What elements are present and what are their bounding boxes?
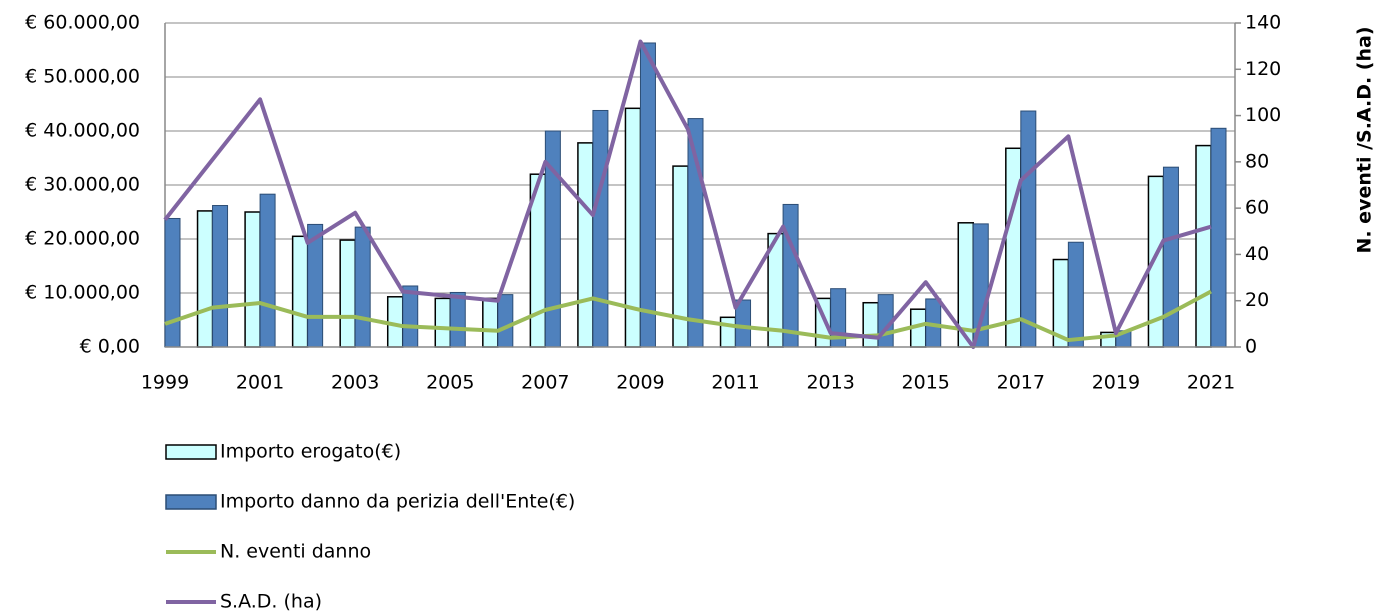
bar — [164, 217, 181, 348]
bar — [1162, 166, 1179, 348]
bar — [212, 205, 229, 348]
x-tick-label: 2021 — [1187, 372, 1235, 394]
y2-tick-label: 0 — [1245, 336, 1257, 358]
y2-tick-label: 100 — [1245, 104, 1281, 126]
legend-label: N. eventi danno — [220, 541, 371, 563]
bar — [449, 291, 466, 348]
y2-axis-title: N. eventi /S.A.D. (ha) — [1354, 26, 1376, 253]
legend-marker — [165, 494, 217, 510]
bar — [339, 239, 356, 348]
x-tick-label: 2017 — [997, 372, 1045, 394]
bar — [1195, 144, 1212, 348]
y-tick-label: € 60.000,00 — [25, 12, 140, 34]
y-tick-label: € 20.000,00 — [25, 228, 140, 250]
y2-tick-label: 140 — [1245, 12, 1281, 34]
x-tick-label: 2003 — [331, 372, 379, 394]
bar — [402, 285, 419, 348]
bar — [1067, 241, 1084, 348]
y-tick-label: € 10.000,00 — [25, 282, 140, 304]
line — [164, 289, 1212, 343]
bar — [482, 297, 499, 348]
bar — [1210, 127, 1227, 348]
legend-label: S.A.D. (ha) — [220, 591, 322, 612]
y2-tick-label: 60 — [1245, 197, 1269, 219]
x-tick-label: 2001 — [236, 372, 284, 394]
bar — [1005, 147, 1022, 348]
y-tick-label: € 0,00 — [80, 336, 140, 358]
y2-tick-label: 40 — [1245, 243, 1269, 265]
x-tick-label: 2019 — [1092, 372, 1140, 394]
bar — [592, 109, 609, 348]
x-tick-label: 2015 — [902, 372, 950, 394]
x-tick-label: 2007 — [521, 372, 569, 394]
bar — [196, 210, 214, 348]
bar — [1020, 110, 1037, 348]
bar — [782, 203, 799, 348]
y2-tick-label: 80 — [1245, 150, 1269, 172]
legend-marker — [165, 444, 217, 460]
y2-tick-label: 20 — [1245, 289, 1269, 311]
bar — [259, 193, 276, 348]
bar — [434, 297, 452, 348]
bar — [291, 235, 309, 348]
bar — [244, 211, 261, 348]
legend-label: Importo erogato(€) — [220, 441, 401, 463]
bar — [639, 42, 656, 348]
bar — [719, 316, 737, 348]
legend-label: Importo danno da perizia dell'Ente(€) — [220, 491, 575, 513]
x-tick-label: 2005 — [426, 372, 474, 394]
bar — [577, 142, 594, 348]
x-tick-label: 2009 — [616, 372, 664, 394]
y-tick-label: € 30.000,00 — [25, 174, 140, 196]
x-tick-label: 2011 — [711, 372, 759, 394]
bar — [497, 294, 514, 348]
x-tick-label: 2013 — [806, 372, 854, 394]
y2-tick-label: 120 — [1245, 58, 1281, 80]
line — [163, 39, 1212, 349]
x-tick-label: 1999 — [141, 372, 189, 394]
y-tick-label: € 40.000,00 — [25, 120, 140, 142]
bar — [862, 301, 879, 348]
bar — [354, 226, 371, 348]
y-tick-label: € 50.000,00 — [25, 66, 140, 88]
